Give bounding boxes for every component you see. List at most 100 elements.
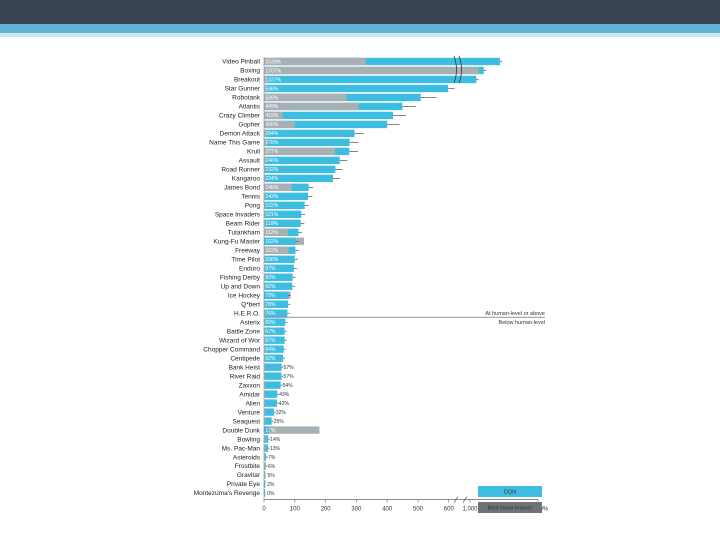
bar-value-label: 57% <box>284 365 295 371</box>
game-name-label: James Bond <box>224 185 261 192</box>
game-name-label: Ice Hockey <box>228 292 261 299</box>
game-name-label: Ms. Pac-Man <box>222 445 261 452</box>
x-tick-label: 0 <box>262 507 266 513</box>
legend-linear-swatch <box>478 502 542 513</box>
dqn-bar <box>264 318 286 326</box>
x-tick-label: 300 <box>351 507 362 513</box>
bar-value-label: 143% <box>266 194 279 200</box>
linear-bar <box>264 372 266 380</box>
dqn-bar <box>264 201 305 210</box>
legend-dqn-swatch <box>478 486 542 497</box>
dqn-bar <box>264 84 449 93</box>
slide-header <box>0 0 720 37</box>
dqn-bar <box>264 237 296 245</box>
dqn-bar <box>264 111 394 120</box>
linear-bar <box>264 255 266 263</box>
bar-value-label: 0% <box>267 491 275 497</box>
bar-value-label: 92% <box>266 284 277 290</box>
game-name-label: Breakout <box>234 77 260 84</box>
bar-value-label: 1707% <box>266 68 282 74</box>
game-name-label: Robotank <box>232 95 261 102</box>
game-name-label: Chopper Command <box>203 346 260 353</box>
linear-bar <box>264 147 335 156</box>
linear-bar <box>264 426 320 434</box>
bar-value-label: 246% <box>266 158 279 164</box>
bar-value-label: 17% <box>266 428 277 434</box>
game-name-label: Wizard of Wor <box>219 337 261 344</box>
bar-value-label: 6% <box>268 464 276 470</box>
linear-bar <box>264 363 266 371</box>
linear-bar <box>264 102 359 111</box>
bar-value-label: 100% <box>266 257 279 263</box>
bar-value-label: 32% <box>276 410 287 416</box>
bar-value-label: 54% <box>283 383 294 389</box>
bar-value-label: 69% <box>266 320 277 326</box>
dqn-bar <box>264 75 477 84</box>
game-name-label: Zaxxon <box>239 382 261 389</box>
linear-bar <box>264 417 266 425</box>
bar-value-label: 132% <box>266 203 279 209</box>
dqn-bar <box>264 327 285 335</box>
game-name-label: Private Eye <box>227 481 261 488</box>
dqn-bar <box>264 372 282 380</box>
game-name-label: Asterix <box>240 319 261 326</box>
bar-value-label: 78% <box>266 302 277 308</box>
dqn-bar <box>264 336 285 344</box>
linear-bar <box>264 471 266 479</box>
bar-value-label: 42% <box>279 401 290 407</box>
dqn-bar <box>264 219 301 228</box>
game-name-label: Amidar <box>239 391 260 398</box>
bar-value-label: 598% <box>266 86 279 92</box>
bar-value-label: 224% <box>266 176 279 182</box>
linear-bar <box>264 327 266 335</box>
linear-bar <box>264 75 267 84</box>
dqn-bar <box>264 57 500 66</box>
game-name-label: Bowling <box>237 436 260 443</box>
game-name-label: Freeway <box>235 247 261 254</box>
dqn-bar <box>264 282 293 290</box>
linear-bar <box>264 354 266 362</box>
bar-value-label: 62% <box>266 356 277 362</box>
dqn-bar <box>264 138 350 147</box>
game-name-label: Star Gunner <box>225 86 261 93</box>
game-name-label: Krull <box>247 149 261 156</box>
game-name-label: Time Pilot <box>231 256 260 263</box>
bar-value-label: 76% <box>266 311 277 317</box>
dqn-bar <box>264 435 269 443</box>
bar-value-label: 294% <box>266 131 279 137</box>
linear-bar <box>264 273 266 281</box>
game-name-label: Q*bert <box>241 301 260 308</box>
linear-bar <box>264 111 283 120</box>
header-accent-band <box>0 24 720 33</box>
game-name-label: Space Invaders <box>215 212 261 219</box>
game-name-label: Road Runner <box>221 167 260 174</box>
dqn-bar <box>264 489 266 497</box>
linear-bar <box>264 165 266 174</box>
bar-value-label: 278% <box>266 140 279 146</box>
dqn-bar <box>264 174 333 183</box>
game-name-label: River Raid <box>230 373 261 380</box>
dqn-bar <box>264 354 284 362</box>
game-name-label: Gopher <box>238 122 261 129</box>
dqn-bar <box>264 264 294 272</box>
linear-bar <box>264 444 266 452</box>
bar-value-label: 5% <box>268 473 276 479</box>
legend-dqn-label: DQN <box>504 490 516 496</box>
header-dark-band <box>0 0 720 24</box>
bar-value-label: 43% <box>279 392 290 398</box>
game-name-label: Montezuma's Revenge <box>194 490 261 497</box>
axis-break-mark <box>462 496 468 503</box>
dqn-bar <box>264 399 277 407</box>
bar-value-label: 119% <box>266 221 279 227</box>
game-name-label: Kung-Fu Master <box>213 238 260 245</box>
dqn-bar <box>264 210 302 219</box>
game-name-label: Crazy Climber <box>219 113 261 120</box>
linear-bar <box>264 93 347 102</box>
game-name-label: Gravitar <box>237 472 261 479</box>
bar-value-label: 145% <box>266 185 279 191</box>
bar-value-label: 1327% <box>266 77 282 83</box>
game-name-label: Video Pinball <box>222 59 260 66</box>
bar-value-label: 7% <box>268 455 276 461</box>
bar-break-mark <box>453 55 457 84</box>
axis-break-mark <box>453 496 459 503</box>
